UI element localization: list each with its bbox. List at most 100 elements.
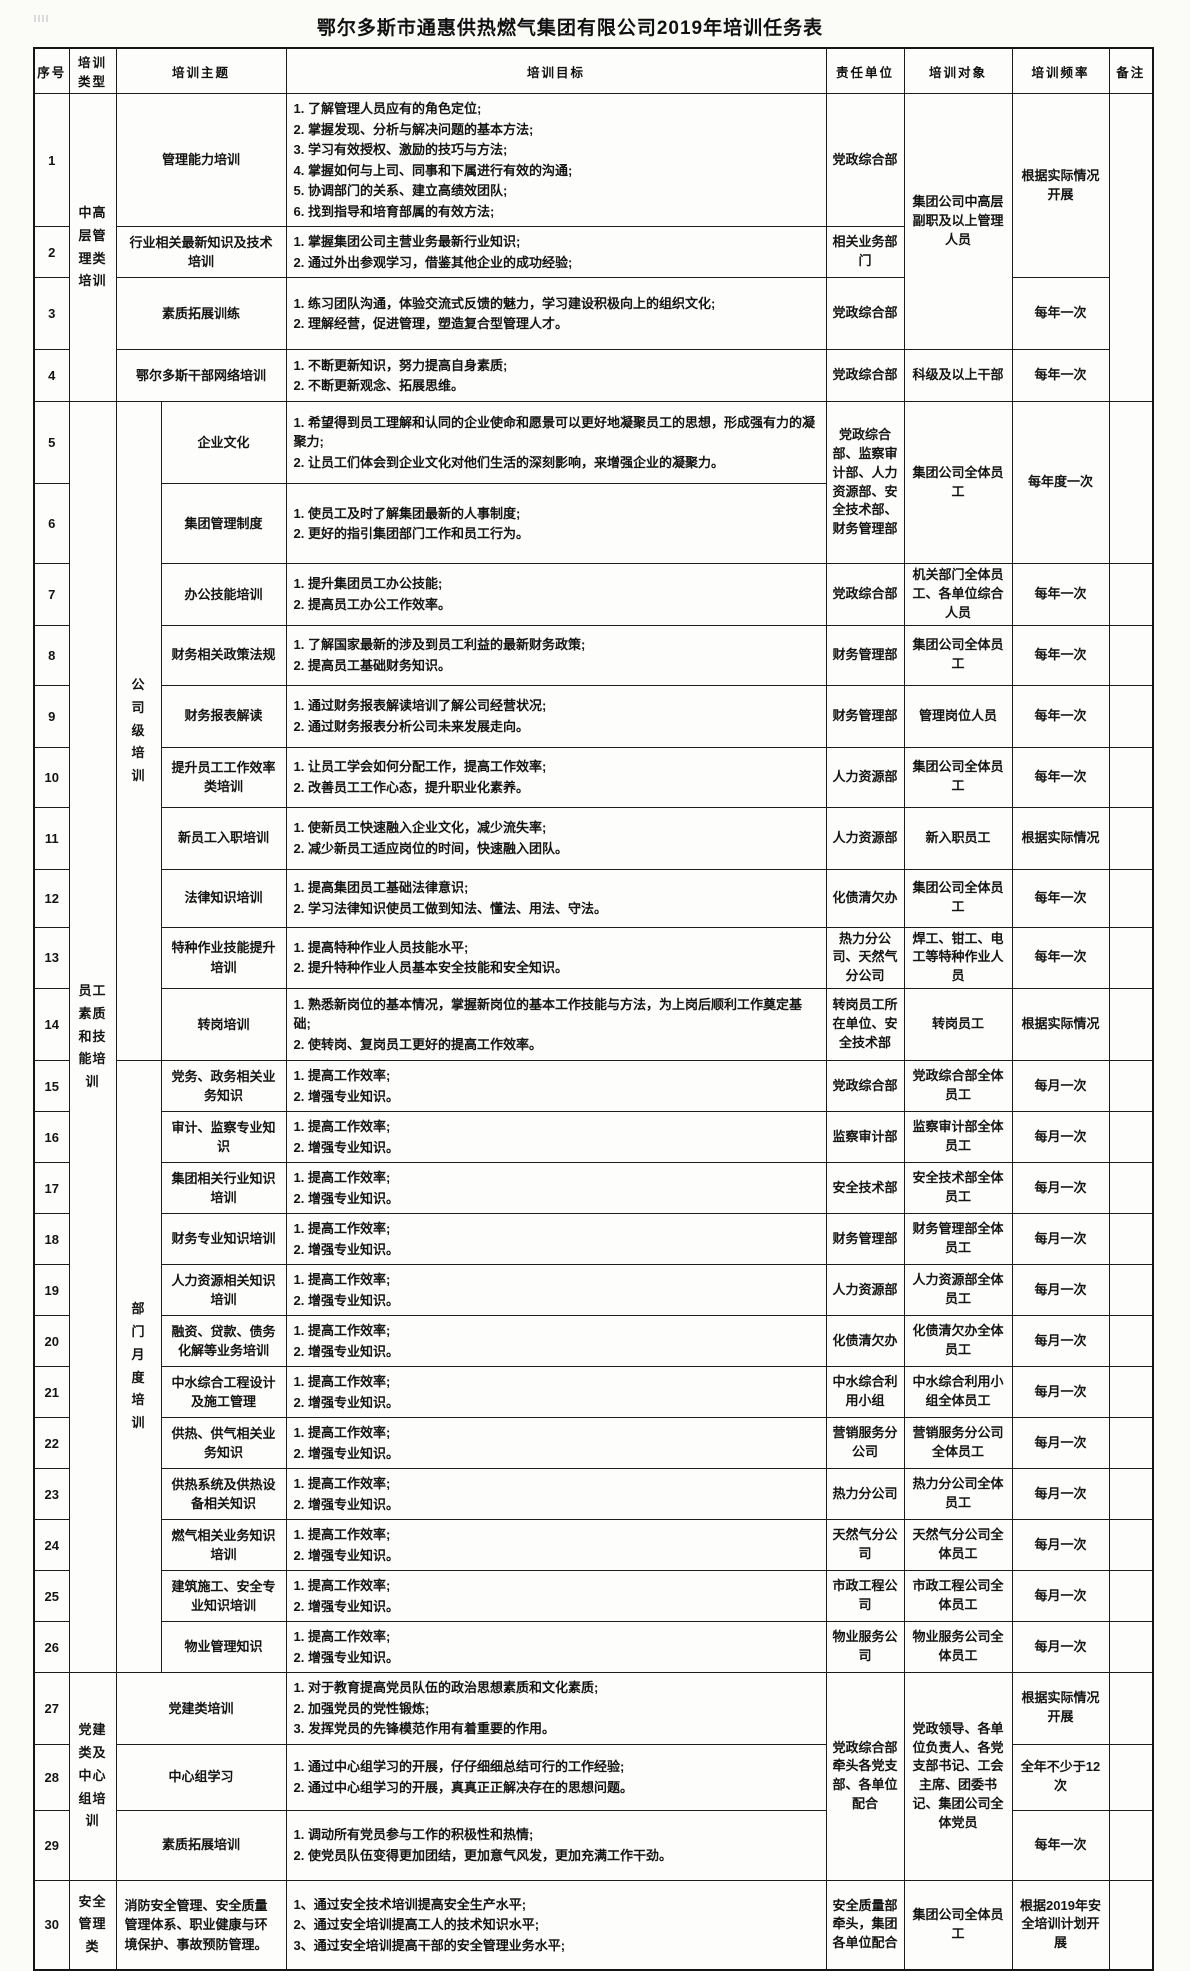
- cell-unit: 热力分公司、天然气分公司: [825, 926, 905, 990]
- cell-unit: 党政综合部: [825, 93, 905, 227]
- cell-seq: 11: [33, 806, 70, 870]
- cell-freq: 每年一次: [1011, 349, 1110, 402]
- goal-line: 1、通过安全技术培训提高安全生产水平;: [293, 1896, 527, 1912]
- cell-unit: 物业服务公司: [825, 1621, 905, 1674]
- cell-goal: 1. 提高工作效率; 2. 增强专业知识。: [285, 1315, 827, 1368]
- cell-unit: 党政综合部牵头各党支部、各单位配合: [825, 1672, 905, 1881]
- cell-unit: 转岗员工所在单位、安全技术部: [825, 988, 905, 1062]
- cell-goal: 1. 提高工作效率; 2. 增强专业知识。: [285, 1417, 827, 1470]
- cell-unit: 党政综合部: [825, 349, 905, 402]
- cell-freq: 根据2019年安全培训计划开展: [1011, 1879, 1110, 1971]
- cell-goal: 1. 使新员工快速融入企业文化，减少流失率; 2. 减少新员工适应岗位的时间，快速…: [285, 806, 827, 870]
- cell-topic: 审计、监察专业知识: [160, 1111, 287, 1164]
- cell-seq: 15: [33, 1060, 70, 1113]
- cell-goal: 1. 了解国家最新的涉及到员工利益的最新财务政策; 2. 提高员工基础财务知识。: [285, 624, 827, 686]
- goal-line: 1. 练习团队沟通，体验交流式反馈的魅力，学习建设积极向上的组织文化;: [293, 295, 716, 311]
- cell-goal: 1. 让员工学会如何分配工作，提高工作效率; 2. 改善员工工作心态，提升职业化素…: [285, 746, 827, 808]
- cell-note: [1108, 93, 1154, 402]
- header-unit: 责任单位: [825, 47, 905, 94]
- table-row: 24 燃气相关业务知识培训 1. 提高工作效率; 2. 增强专业知识。 天然气分公司 天然…: [33, 1519, 1154, 1572]
- goal-line: 1. 对于教育提高党员队伍的政治思想素质和文化素质;: [293, 1680, 599, 1696]
- goal-line: 1. 提高特种作业人员技能水平;: [293, 939, 469, 955]
- cell-topic: 财务报表解读: [160, 684, 287, 748]
- cell-unit: 安全质量部牵头，集团各单位配合: [825, 1879, 905, 1971]
- cell-note: [1108, 1111, 1154, 1164]
- cell-target: 物业服务公司全体员工: [903, 1621, 1013, 1674]
- cell-seq: 8: [33, 624, 70, 686]
- cell-freq: 每月一次: [1011, 1570, 1110, 1623]
- training-task-table: 序号 培训类型 培训主题 培训目标 责任单位 培训对象 培训频率 备注 1 中高层管理类培训 管理…: [33, 47, 1155, 1971]
- cell-target: 科级及以上干部: [903, 349, 1013, 402]
- goal-line: 2. 增强专业知识。: [293, 1649, 399, 1665]
- cell-unit: 市政工程公司: [825, 1570, 905, 1623]
- cell-topic: 集团相关行业知识培训: [160, 1162, 287, 1215]
- cell-goal: 1. 提高工作效率; 2. 增强专业知识。: [285, 1060, 827, 1113]
- cell-topic: 供热、供气相关业务知识: [160, 1417, 287, 1470]
- cell-topic: 鄂尔多斯干部网络培训: [115, 349, 287, 402]
- goal-line: 1. 提高工作效率;: [293, 1476, 391, 1492]
- goal-line: 1. 通过中心组学习的开展，仔仔细细总结可行的工作经验;: [293, 1759, 625, 1775]
- table-row: 23 供热系统及供热设备相关知识 1. 提高工作效率; 2. 增强专业知识。 热力分公司…: [33, 1468, 1154, 1521]
- cell-goal: 1、通过安全技术培训提高安全生产水平; 2、通过安全培训提高工人的技术知识水平; 3…: [285, 1879, 827, 1971]
- cell-note: [1108, 1468, 1154, 1521]
- cell-goal: 1. 使员工及时了解集团最新的人事制度; 2. 更好的指引集团部门工作和员工行为。: [285, 483, 827, 564]
- table-row: 14 转岗培训 1. 熟悉新岗位的基本情况，掌握新岗位的基本工作技能与方法，为上岗后…: [33, 988, 1154, 1062]
- cell-freq: 每月一次: [1011, 1417, 1110, 1470]
- goal-line: 2、通过安全培训提高工人的技术知识水平;: [293, 1917, 540, 1933]
- cell-seq: 2: [33, 226, 70, 278]
- cell-freq: 每年一次: [1011, 926, 1110, 990]
- cell-unit: 天然气分公司: [825, 1519, 905, 1572]
- goal-line: 2. 理解经营，促进管理，塑造复合型管理人才。: [293, 316, 568, 331]
- cell-note: [1108, 1060, 1154, 1113]
- cell-freq: 每月一次: [1011, 1060, 1110, 1113]
- goal-line: 2. 提高员工基础财务知识。: [293, 657, 451, 673]
- table-row: 1 中高层管理类培训 管理能力培训 1. 了解管理人员应有的角色定位; 2. 掌握发现、…: [33, 93, 1154, 402]
- cell-topic: 党务、政务相关业务知识: [160, 1060, 287, 1113]
- cell-freq: 每年一次: [1011, 624, 1110, 686]
- cell-note: [1108, 1621, 1154, 1674]
- goal-line: 2. 提高员工办公工作效率。: [293, 596, 451, 612]
- cell-note: [1108, 1162, 1154, 1215]
- cell-target: 集团公司全体员工: [903, 401, 1013, 564]
- cell-goal: 1. 提高特种作业人员技能水平; 2. 提升特种作业人员基本安全技能和安全知识。: [285, 926, 827, 990]
- cell-topic: 中水综合工程设计及施工管理: [160, 1366, 287, 1419]
- cell-note: [1108, 624, 1154, 686]
- table-row: 15 部门月度培训 党务、政务相关业务知识 1. 提高工作效率; 2. 增强专业知识。 党…: [33, 1060, 1154, 1674]
- cell-target: 集团公司全体员工: [903, 746, 1013, 808]
- cell-seq: 18: [33, 1213, 70, 1266]
- cell-seq: 9: [33, 684, 70, 748]
- goal-line: 1. 提高工作效率;: [293, 1272, 391, 1288]
- cell-unit: 人力资源部: [825, 1264, 905, 1317]
- cell-topic: 转岗培训: [160, 988, 287, 1062]
- cell-seq: 4: [33, 349, 70, 402]
- cell-target: 天然气分公司全体员工: [903, 1519, 1013, 1572]
- goal-line: 2. 增强专业知识。: [293, 1445, 399, 1461]
- header-freq: 培训频率: [1011, 47, 1110, 94]
- cell-topic: 党建类培训: [115, 1672, 287, 1745]
- cell-freq: 每年一次: [1011, 277, 1110, 350]
- cell-target: 化债清欠办全体员工: [903, 1315, 1013, 1368]
- cell-freq: 每年一次: [1011, 563, 1110, 626]
- cell-freq: 每月一次: [1011, 1264, 1110, 1317]
- cell-note: [1108, 684, 1154, 748]
- cell-target: 中水综合利用小组全体员工: [903, 1366, 1013, 1419]
- cell-target: 财务管理部全体员工: [903, 1213, 1013, 1266]
- cell-goal: 1. 通过财务报表解读培训了解公司经营状况; 2. 通过财务报表分析公司未来发展走…: [285, 684, 827, 748]
- cell-unit: 财务管理部: [825, 684, 905, 748]
- goal-line: 1. 掌握集团公司主营业务最新行业知识;: [293, 234, 521, 249]
- cell-unit: 化债清欠办: [825, 868, 905, 928]
- cell-topic: 提升员工工作效率类培训: [160, 746, 287, 808]
- cell-goal: 1. 提高工作效率; 2. 增强专业知识。: [285, 1519, 827, 1572]
- goal-line: 2. 减少新员工适应岗位的时间，快速融入团队。: [293, 840, 568, 856]
- cell-unit: 财务管理部: [825, 624, 905, 686]
- cell-seq: 25: [33, 1570, 70, 1623]
- table-body: 1 中高层管理类培训 管理能力培训 1. 了解管理人员应有的角色定位; 2. 掌握发现、…: [33, 93, 1154, 1971]
- cell-goal: 1. 调动所有党员参与工作的积极性和热情; 2. 使党员队伍变得更加团结，更加意气…: [285, 1809, 827, 1881]
- cell-topic: 供热系统及供热设备相关知识: [160, 1468, 287, 1521]
- cell-seq: 22: [33, 1417, 70, 1470]
- cell-freq: 每月一次: [1011, 1621, 1110, 1674]
- cell-goal: 1. 通过中心组学习的开展，仔仔细细总结可行的工作经验; 2. 通过中心组学习的开…: [285, 1743, 827, 1811]
- goal-line: 5. 协调部门的关系、建立高绩效团队;: [293, 183, 508, 198]
- goal-line: 1. 提高工作效率;: [293, 1068, 391, 1084]
- goal-line: 1. 提高工作效率;: [293, 1629, 391, 1645]
